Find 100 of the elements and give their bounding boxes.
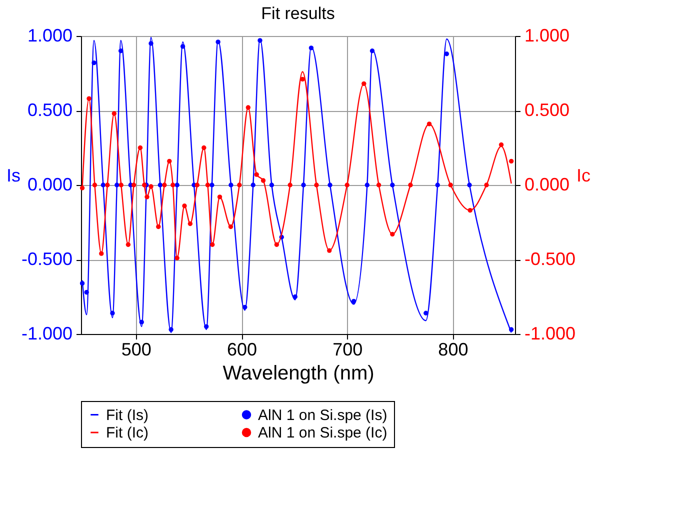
y2-tick-label: 0.000 bbox=[524, 174, 570, 194]
point bbox=[424, 310, 428, 316]
point bbox=[138, 145, 143, 150]
y2-tick-label: -1.000 bbox=[524, 324, 576, 344]
point bbox=[118, 48, 124, 54]
point bbox=[112, 111, 116, 116]
legend-label: AlN 1 on Si.spe (Is) bbox=[258, 406, 388, 424]
legend-label: Fit (Ic) bbox=[106, 424, 148, 442]
point bbox=[168, 327, 174, 332]
point bbox=[328, 182, 332, 188]
point bbox=[148, 41, 154, 46]
y-tick-label: 0.500 bbox=[27, 100, 72, 120]
point bbox=[84, 290, 89, 295]
point bbox=[390, 232, 395, 237]
y2-axis-title: Ic bbox=[576, 166, 591, 186]
point bbox=[139, 320, 144, 324]
point bbox=[92, 60, 96, 66]
point bbox=[435, 182, 440, 188]
point bbox=[468, 208, 472, 213]
point bbox=[204, 324, 209, 329]
point bbox=[308, 46, 314, 50]
point bbox=[217, 194, 222, 200]
y-tick-label: -1.000 bbox=[21, 324, 72, 344]
point bbox=[288, 182, 292, 188]
point bbox=[269, 182, 274, 188]
point bbox=[158, 182, 163, 188]
legend-label: Fit (Is) bbox=[106, 406, 148, 424]
point bbox=[258, 38, 262, 43]
point bbox=[390, 182, 395, 188]
point bbox=[170, 182, 176, 188]
point bbox=[508, 158, 514, 164]
x-tick-label: 800 bbox=[438, 340, 468, 360]
point bbox=[162, 182, 167, 188]
point bbox=[105, 182, 110, 188]
point bbox=[144, 194, 150, 200]
point bbox=[126, 242, 131, 247]
point bbox=[216, 40, 220, 44]
point bbox=[498, 142, 504, 148]
point bbox=[210, 182, 214, 188]
y2-tick-label: -0.500 bbox=[524, 249, 576, 269]
point bbox=[300, 76, 305, 82]
point bbox=[260, 178, 266, 183]
point bbox=[174, 182, 180, 188]
point bbox=[110, 310, 115, 316]
point bbox=[314, 182, 319, 188]
point bbox=[131, 182, 136, 188]
point bbox=[327, 248, 332, 253]
point bbox=[202, 145, 206, 150]
point bbox=[364, 182, 370, 188]
point bbox=[484, 182, 489, 188]
point bbox=[351, 298, 356, 304]
point bbox=[194, 182, 200, 188]
point bbox=[292, 294, 298, 300]
point bbox=[448, 182, 453, 188]
x-tick-label: 700 bbox=[332, 340, 363, 360]
y-tick-label: 1.000 bbox=[27, 26, 72, 46]
y2-tick-label: 0.500 bbox=[524, 100, 570, 120]
point bbox=[228, 182, 234, 188]
y2-tick-label: 1.000 bbox=[524, 26, 570, 46]
point bbox=[467, 182, 472, 188]
point bbox=[210, 242, 215, 247]
point bbox=[370, 48, 375, 54]
point bbox=[100, 182, 106, 188]
point bbox=[118, 182, 124, 188]
point bbox=[80, 186, 85, 190]
y-tick-label: -0.500 bbox=[21, 249, 72, 269]
point bbox=[80, 281, 85, 286]
point bbox=[188, 221, 193, 226]
point bbox=[182, 204, 187, 208]
point bbox=[362, 81, 366, 86]
point bbox=[237, 182, 242, 188]
point bbox=[205, 182, 210, 188]
point bbox=[508, 327, 514, 332]
point bbox=[344, 182, 350, 188]
point bbox=[426, 122, 432, 126]
chart-title: Fit results bbox=[261, 4, 335, 23]
point bbox=[228, 224, 234, 230]
x-tick-label: 500 bbox=[121, 340, 152, 360]
point bbox=[242, 304, 248, 310]
point bbox=[254, 172, 259, 177]
point bbox=[148, 184, 154, 189]
point bbox=[274, 242, 280, 247]
point bbox=[92, 182, 98, 188]
point bbox=[408, 182, 413, 188]
point bbox=[301, 182, 306, 188]
point bbox=[114, 182, 120, 188]
y-tick-label: 0.000 bbox=[27, 174, 72, 194]
point bbox=[86, 96, 92, 101]
point bbox=[246, 105, 251, 110]
point bbox=[250, 182, 256, 188]
point bbox=[180, 44, 186, 49]
point bbox=[99, 251, 104, 256]
x-tick-label: 600 bbox=[226, 340, 258, 360]
point bbox=[156, 224, 161, 230]
x-axis-title: Wavelength (nm) bbox=[222, 362, 374, 384]
legend-label: AlN 1 on Si.spe (Ic) bbox=[258, 424, 388, 442]
point bbox=[174, 256, 180, 260]
point bbox=[167, 158, 172, 164]
point bbox=[376, 182, 382, 188]
y-axis-title: Is bbox=[6, 166, 20, 186]
